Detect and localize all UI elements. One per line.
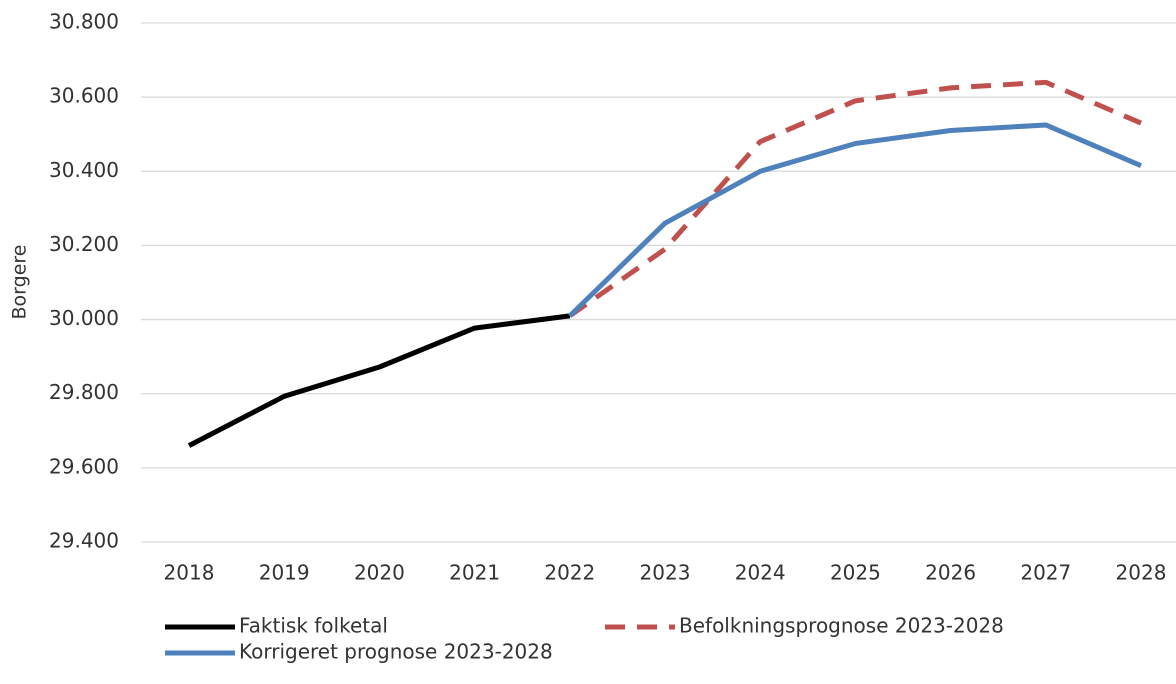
series-line <box>568 79 1142 318</box>
x-tick-label: 2024 <box>735 561 786 585</box>
y-tick-label: 29.400 <box>49 529 119 553</box>
x-tick-label: 2027 <box>1020 561 1071 585</box>
y-tick-label: 30.200 <box>49 232 119 256</box>
x-tick-label: 2021 <box>449 561 500 585</box>
y-tick-label: 30.000 <box>49 306 119 330</box>
y-axis-label: Borgere <box>9 245 31 320</box>
x-tick-label: 2023 <box>640 561 691 585</box>
x-tick-label: 2028 <box>1116 561 1167 585</box>
y-tick-label: 30.600 <box>49 84 119 108</box>
y-tick-label: 29.800 <box>49 380 119 404</box>
series-line <box>568 122 1142 318</box>
legend-label: Faktisk folketal <box>239 614 388 638</box>
x-tick-label: 2019 <box>259 561 310 585</box>
legend-label: Befolkningsprognose 2023-2028 <box>679 614 1004 638</box>
legend-label: Korrigeret prognose 2023-2028 <box>239 640 553 664</box>
y-tick-label: 30.800 <box>49 10 119 34</box>
x-tick-label: 2026 <box>925 561 976 585</box>
x-tick-label: 2020 <box>354 561 405 585</box>
series-line <box>187 313 571 448</box>
y-tick-label: 30.400 <box>49 158 119 182</box>
x-tick-label: 2022 <box>544 561 595 585</box>
x-tick-label: 2025 <box>830 561 881 585</box>
y-tick-label: 29.600 <box>49 454 119 478</box>
x-tick-label: 2018 <box>164 561 215 585</box>
